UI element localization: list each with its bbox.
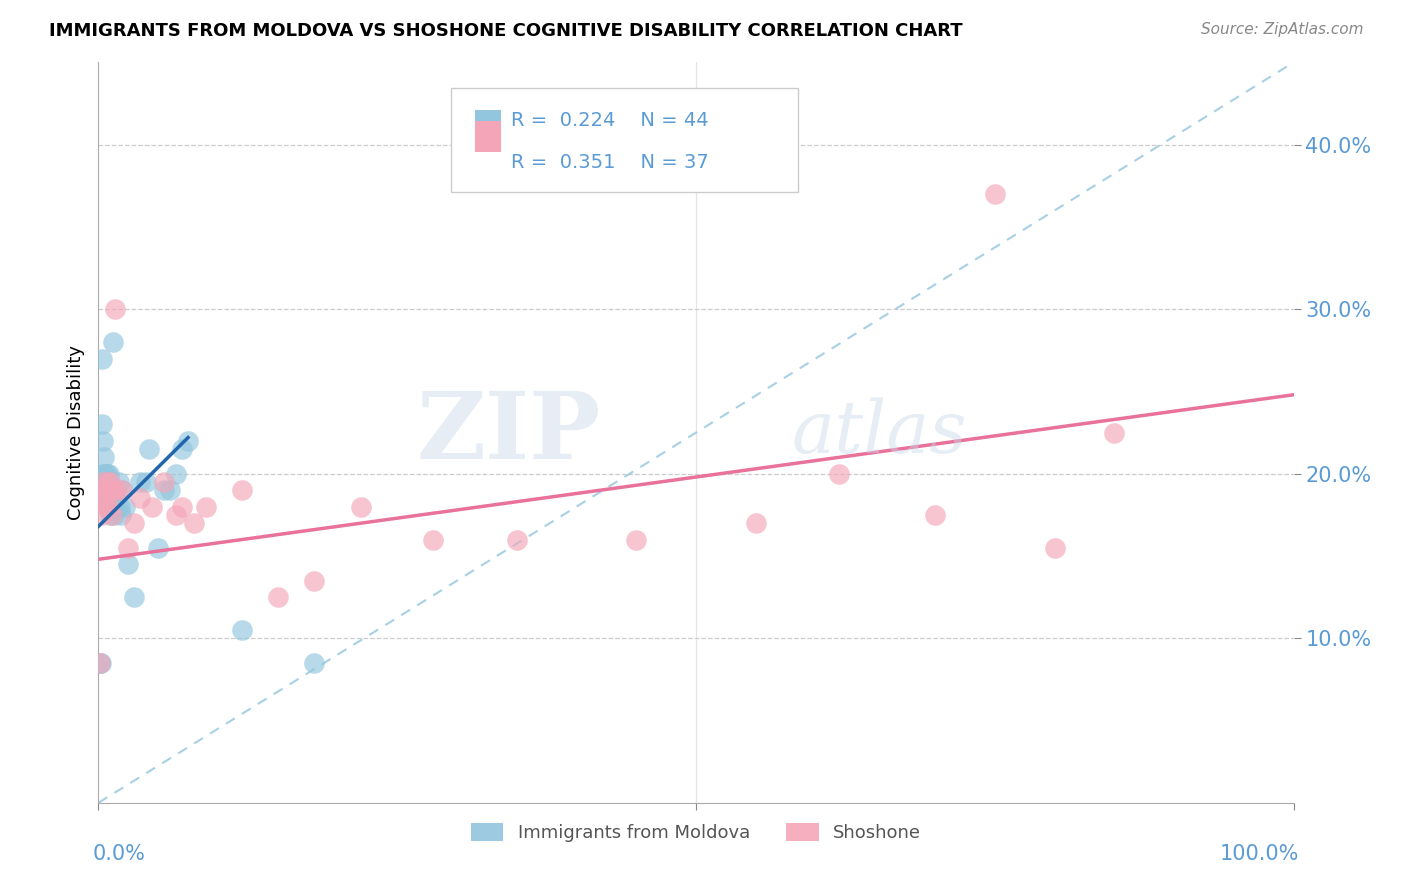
Bar (475, 110, 501, 141)
Point (172, 442, 194, 456)
Point (93, 450, 115, 465)
Point (100, 508, 122, 522)
Point (108, 500, 131, 514)
Point (98, 491, 122, 506)
Point (98, 475, 122, 489)
Point (195, 500, 218, 514)
Point (97, 475, 120, 489)
Point (104, 302, 127, 317)
Point (165, 467, 187, 481)
Text: R =  0.351    N = 37: R = 0.351 N = 37 (510, 153, 709, 172)
Point (231, 623, 253, 637)
Point (90, 656, 112, 670)
Point (141, 500, 163, 514)
Point (111, 483, 134, 498)
Point (302, 574, 325, 588)
Text: ZIP: ZIP (416, 388, 600, 477)
Point (183, 516, 205, 530)
Point (114, 500, 136, 514)
Point (96, 491, 118, 506)
Point (129, 491, 152, 506)
Point (111, 483, 134, 498)
Point (98, 491, 121, 506)
Point (98, 500, 122, 514)
Y-axis label: Cognitive Disability: Cognitive Disability (66, 345, 84, 520)
Point (124, 516, 146, 530)
Point (104, 500, 127, 514)
Point (165, 508, 187, 522)
Point (302, 656, 325, 670)
Point (98, 508, 122, 522)
Point (159, 483, 181, 498)
Point (117, 541, 139, 555)
Text: IMMIGRANTS FROM MOLDOVA VS SHOSHONE COGNITIVE DISABILITY CORRELATION CHART: IMMIGRANTS FROM MOLDOVA VS SHOSHONE COGN… (49, 22, 963, 40)
Point (91, 417, 114, 432)
Point (350, 500, 373, 514)
Point (267, 590, 290, 604)
Text: 0.0%: 0.0% (93, 844, 145, 863)
Point (94, 483, 117, 498)
Point (172, 500, 194, 514)
Point (97, 483, 120, 498)
Point (110, 508, 132, 522)
Point (100, 500, 122, 514)
Point (107, 500, 129, 514)
Point (107, 475, 129, 489)
Point (148, 541, 170, 555)
Point (93, 491, 115, 506)
Text: atlas: atlas (792, 397, 967, 468)
Point (91, 434, 114, 448)
Point (98, 500, 121, 514)
Point (984, 187, 1007, 202)
Text: R =  0.224    N = 44: R = 0.224 N = 44 (510, 111, 709, 129)
Point (924, 508, 946, 522)
Point (91, 351, 114, 366)
Point (91, 508, 114, 522)
Point (97, 475, 120, 489)
Point (422, 533, 444, 547)
Point (231, 483, 253, 498)
Point (117, 558, 139, 572)
Point (103, 508, 125, 522)
Point (90, 491, 112, 506)
Point (94, 500, 117, 514)
Point (94, 467, 117, 481)
Bar (475, 121, 501, 152)
Point (96, 467, 118, 481)
Point (135, 475, 157, 489)
Point (138, 442, 160, 456)
Point (96, 483, 118, 498)
Point (177, 434, 200, 448)
Point (105, 483, 128, 498)
Point (1104, 425, 1126, 440)
Point (153, 475, 176, 489)
Point (97, 500, 120, 514)
Point (101, 335, 124, 350)
Point (153, 483, 176, 498)
Point (105, 491, 128, 506)
FancyBboxPatch shape (451, 88, 797, 192)
Point (626, 533, 648, 547)
Point (91, 467, 114, 481)
Point (124, 590, 146, 604)
Point (89, 656, 111, 670)
Point (506, 533, 529, 547)
Point (129, 475, 152, 489)
Point (1043, 541, 1066, 555)
Point (91, 475, 114, 489)
Point (828, 467, 851, 481)
Point (98, 467, 121, 481)
Point (101, 483, 124, 498)
Point (745, 516, 768, 530)
Text: Source: ZipAtlas.com: Source: ZipAtlas.com (1201, 22, 1364, 37)
Text: 100.0%: 100.0% (1220, 844, 1299, 863)
Legend: Immigrants from Moldova, Shoshone: Immigrants from Moldova, Shoshone (464, 815, 928, 849)
Point (93, 467, 115, 481)
Point (89, 656, 111, 670)
